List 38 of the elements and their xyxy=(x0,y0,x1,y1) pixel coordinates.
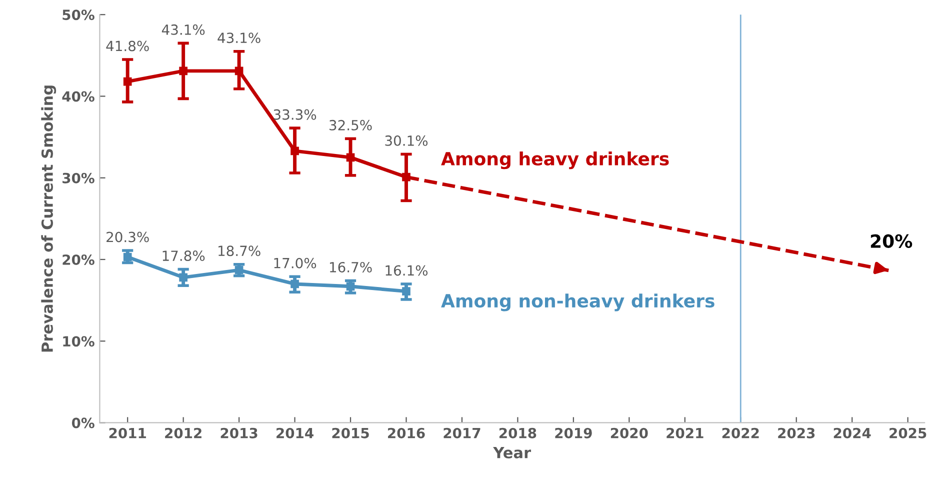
data-label: 16.1% xyxy=(386,265,428,276)
series-label: Among heavy drinkers xyxy=(441,152,669,170)
data-label: 20.3% xyxy=(106,232,149,242)
annotation: 20% xyxy=(870,234,912,248)
data-label: 41.8% xyxy=(106,40,149,52)
data-label: 17.8% xyxy=(162,250,205,262)
y-tick-label: 40% xyxy=(62,91,94,102)
x-tick-label: 2018 xyxy=(499,428,536,438)
y-tick-label: 50% xyxy=(62,10,94,20)
data-label: 43.1% xyxy=(162,24,205,35)
x-tick-label: 2012 xyxy=(165,428,202,438)
y-tick-label: 20% xyxy=(62,254,94,265)
data-label: 32.5% xyxy=(330,120,372,130)
data-label: 17.0% xyxy=(274,258,316,268)
x-tick-label: 2014 xyxy=(276,428,314,438)
data-label: 16.7% xyxy=(330,262,372,272)
data-label: 30.1% xyxy=(385,135,428,146)
data-label: 43.1% xyxy=(218,32,260,44)
x-tick-label: 2016 xyxy=(388,428,425,438)
x-tick-label: 2023 xyxy=(778,428,815,438)
y-tick-label: 10% xyxy=(63,336,94,347)
y-tick-label: 30% xyxy=(62,172,94,184)
x-tick-label: 2024 xyxy=(834,428,871,438)
x-tick-label: 2015 xyxy=(332,428,369,438)
data-label: 33.3% xyxy=(274,109,316,120)
x-tick-label: 2022 xyxy=(722,428,759,438)
y-axis-title: Prevalence of Current Smoking xyxy=(41,86,56,352)
x-tick-label: 2019 xyxy=(555,428,592,438)
x-tick-label: 2025 xyxy=(890,428,926,438)
x-axis-title: Year xyxy=(493,447,532,458)
x-tick-label: 2017 xyxy=(444,428,480,438)
series-label: Among non-heavy drinkers xyxy=(441,294,714,312)
y-tick-label: 0% xyxy=(72,418,94,428)
x-tick-label: 2020 xyxy=(610,428,648,438)
data-label: 18.7% xyxy=(218,246,260,256)
x-tick-label: 2013 xyxy=(220,428,258,438)
x-tick-label: 2011 xyxy=(109,428,146,438)
x-tick-label: 2021 xyxy=(666,428,704,438)
